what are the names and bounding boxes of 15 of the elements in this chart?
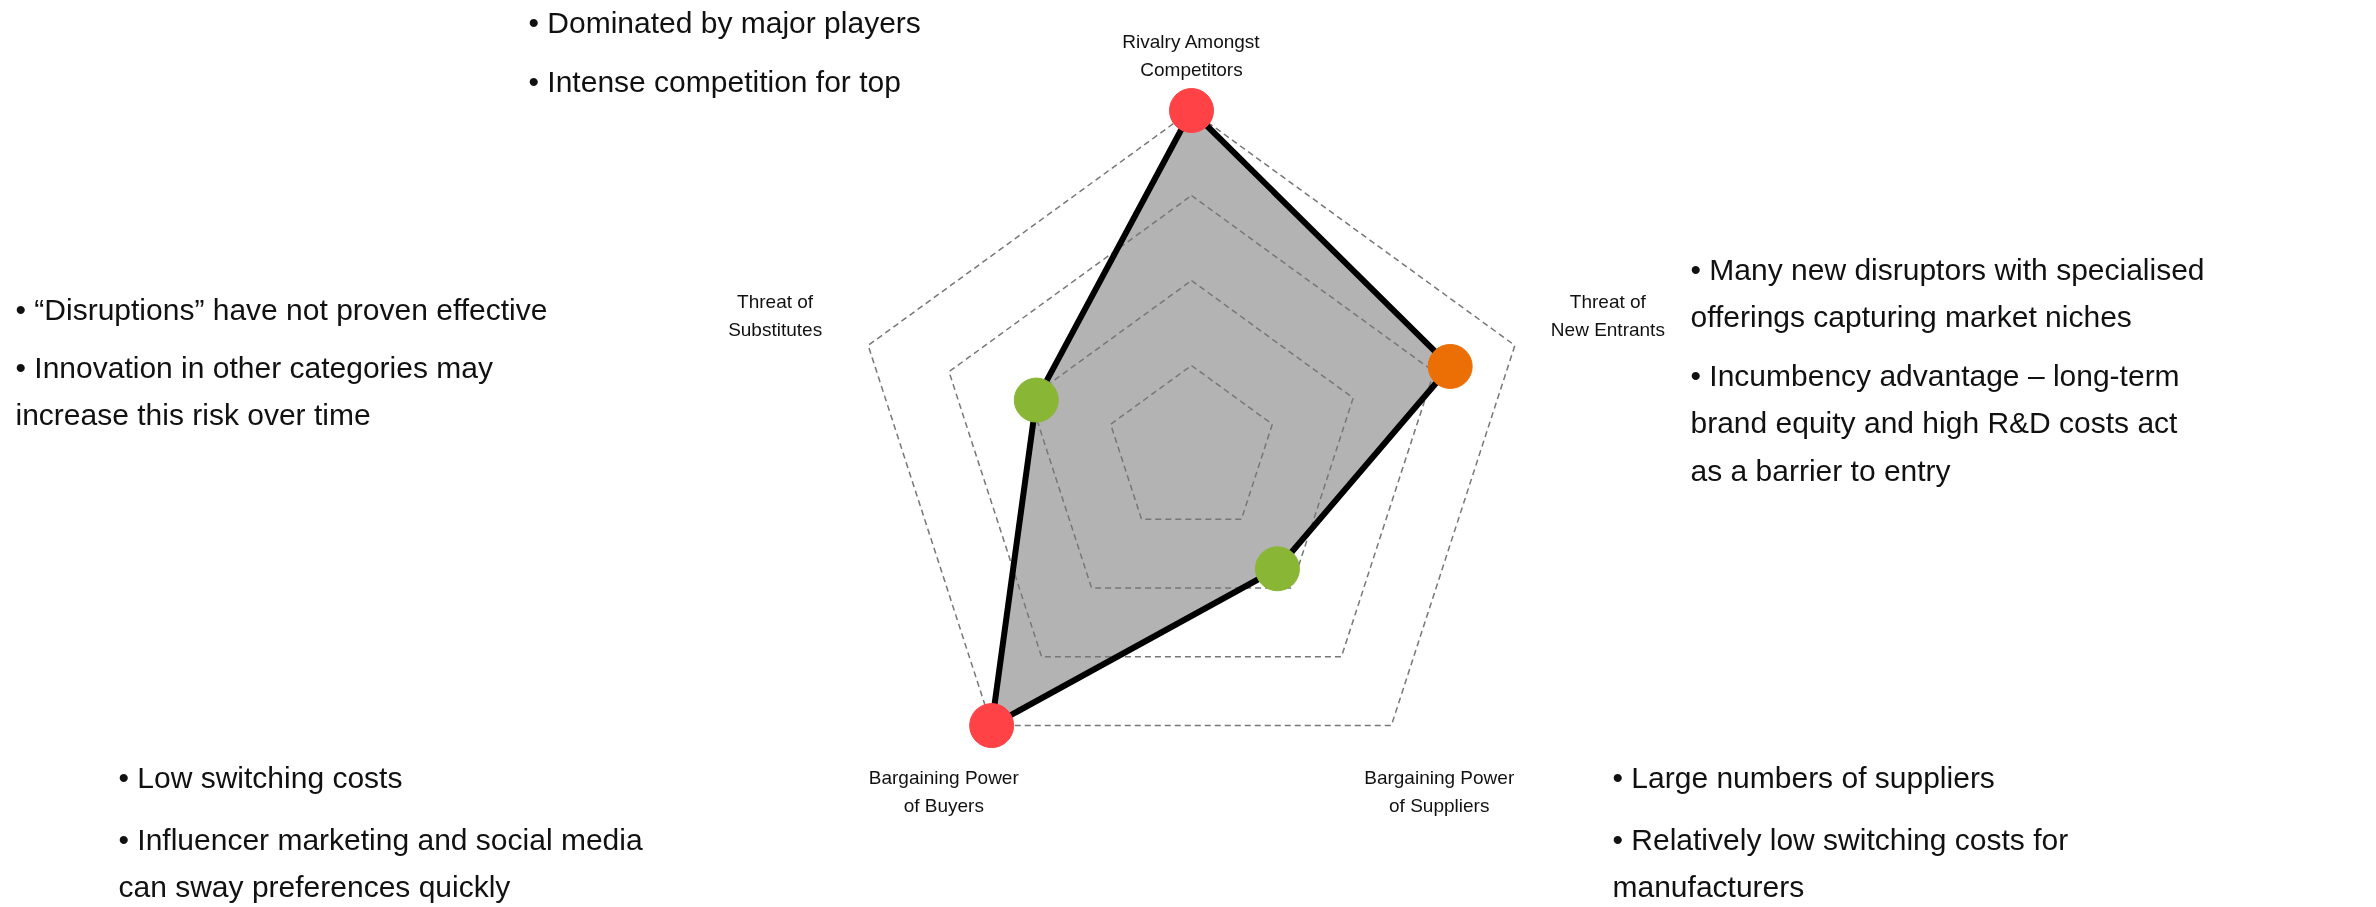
- spoke-label: Bargaining Power of Suppliers: [1364, 766, 1515, 817]
- text: • “Disruptions” have not proven effective: [15, 292, 548, 326]
- spoke-label: Bargaining Power of Buyers: [868, 766, 1020, 817]
- text: • Dominated by major players: [528, 5, 921, 39]
- spoke-label: Rivalry Amongst Competitors: [1122, 30, 1261, 81]
- spoke-label: Threat of Substitutes: [728, 290, 823, 340]
- text: • Influencer marketing and social media can sway preferences quickly: [118, 822, 643, 904]
- text: • Low switching costs: [118, 760, 403, 794]
- spoke-label: Threat of New Entrants: [1550, 290, 1665, 340]
- text: • Large numbers of suppliers: [1612, 760, 1995, 794]
- text: • Relatively low switching costs for manufacturers: [1612, 822, 2069, 904]
- text: • Intense competition for top: [528, 64, 901, 98]
- text: • Incumbency advantage – long-term brand equity and high R&D costs act as a barrier to entry: [1690, 358, 2180, 488]
- text: • Many new disruptors with specialised offerings capturing market niches: [1690, 252, 2205, 334]
- text: • Innovation in other categories may increase this risk over time: [15, 350, 493, 432]
